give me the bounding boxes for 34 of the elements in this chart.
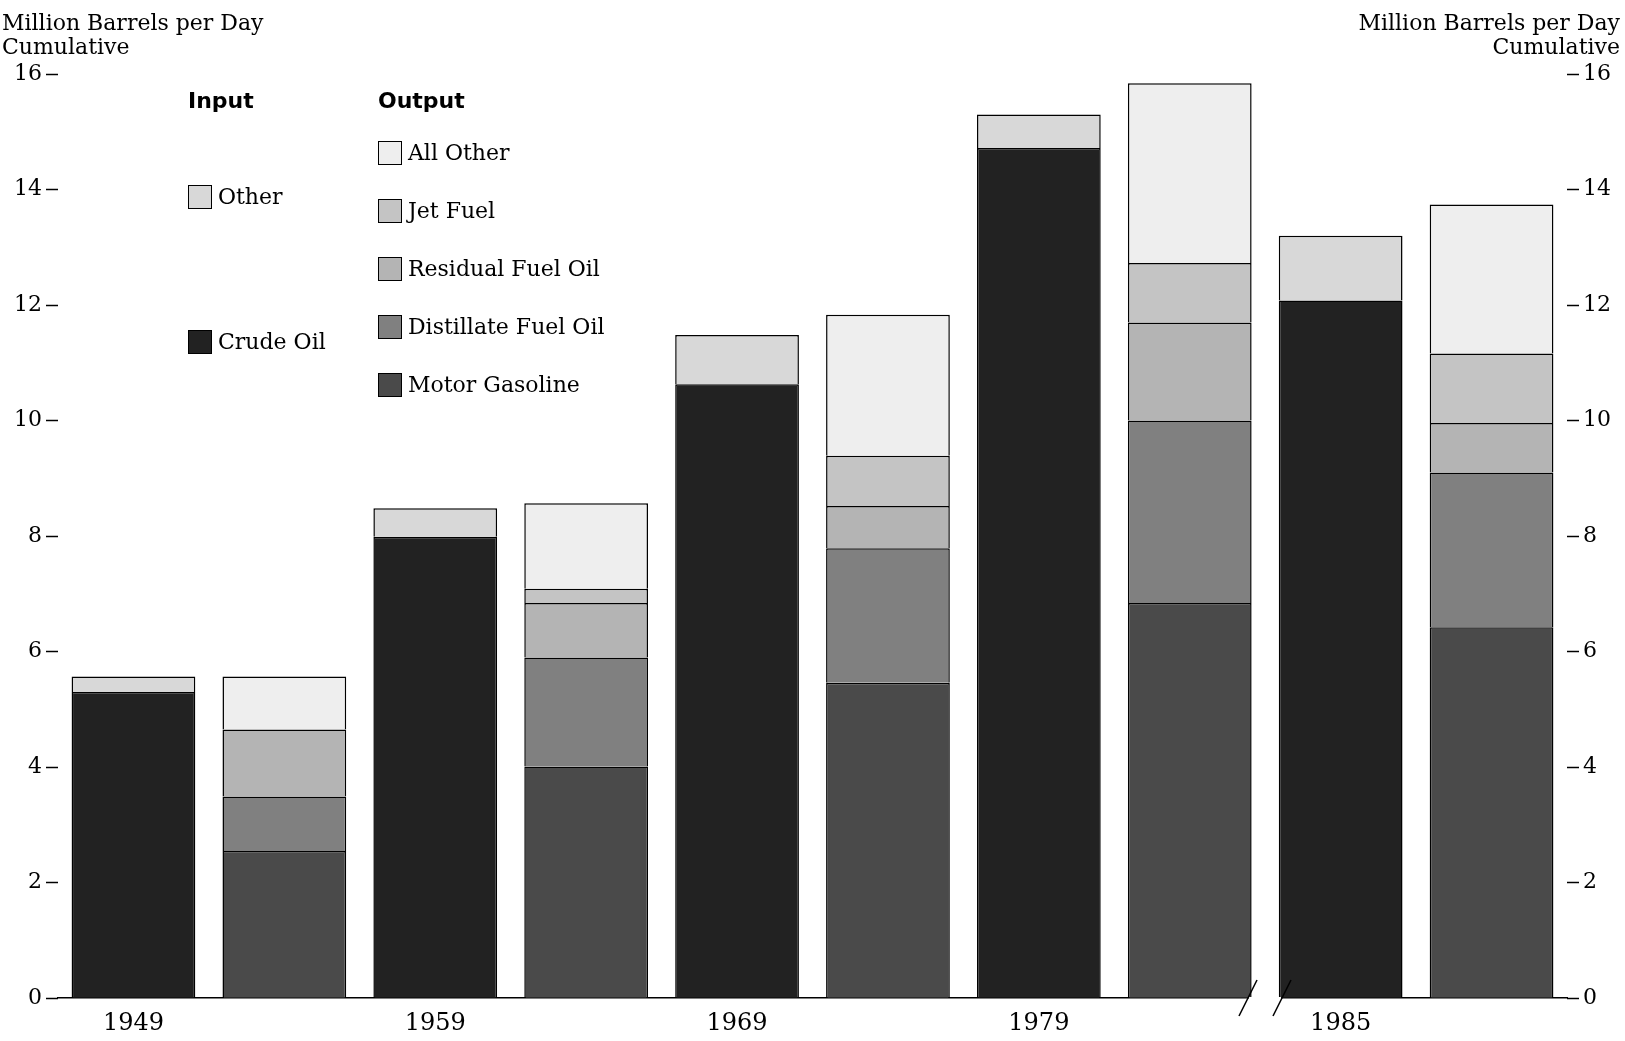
legend-label: Crude Oil: [217, 328, 326, 354]
legend-label: Jet Fuel: [407, 198, 496, 223]
y2-tick-label: 12: [1583, 290, 1612, 316]
y2-axis-title: Million Barrels per Day Cumulative: [1358, 10, 1621, 59]
y2-tick-label: 14: [1583, 175, 1612, 201]
legend-label: All Other: [407, 140, 510, 165]
x-tick-label: 1979: [1008, 1007, 1070, 1036]
x-tick-label: 1985: [1310, 1007, 1372, 1036]
y-tick-label: 10: [13, 406, 42, 432]
y-axis-title: Million Barrels per Day Cumulative: [2, 10, 265, 59]
y-tick-label: 12: [13, 290, 42, 316]
x-tick-label: 1949: [102, 1007, 164, 1036]
legend-label: Motor Gasoline: [407, 372, 580, 397]
y-tick-label: 6: [27, 637, 42, 663]
y2-tick-label: 0: [1583, 983, 1598, 1009]
y2-tick-label: 6: [1583, 637, 1598, 663]
annotation: Input: [187, 88, 254, 113]
y2-tick-label: 4: [1583, 752, 1598, 778]
x-tick-label: 1959: [404, 1007, 466, 1036]
y-tick-label: 0: [27, 983, 42, 1009]
y2-tick-label: 16: [1583, 59, 1612, 85]
y2-tick-label: 2: [1583, 868, 1598, 894]
legend-label: Other: [217, 183, 283, 209]
y-tick-label: 16: [13, 59, 42, 85]
y2-tick-label: 10: [1583, 406, 1612, 432]
y2-tick-label: 8: [1583, 521, 1598, 547]
y-tick-label: 2: [27, 868, 42, 894]
legend-label: Residual Fuel Oil: [407, 256, 600, 281]
annotation: Output: [377, 88, 465, 113]
y-tick-label: 4: [27, 752, 42, 778]
y-tick-label: 14: [13, 175, 42, 201]
y-tick-label: 8: [27, 521, 42, 547]
x-tick-label: 1969: [706, 1007, 768, 1036]
legend-label: Distillate Fuel Oil: [407, 314, 605, 339]
